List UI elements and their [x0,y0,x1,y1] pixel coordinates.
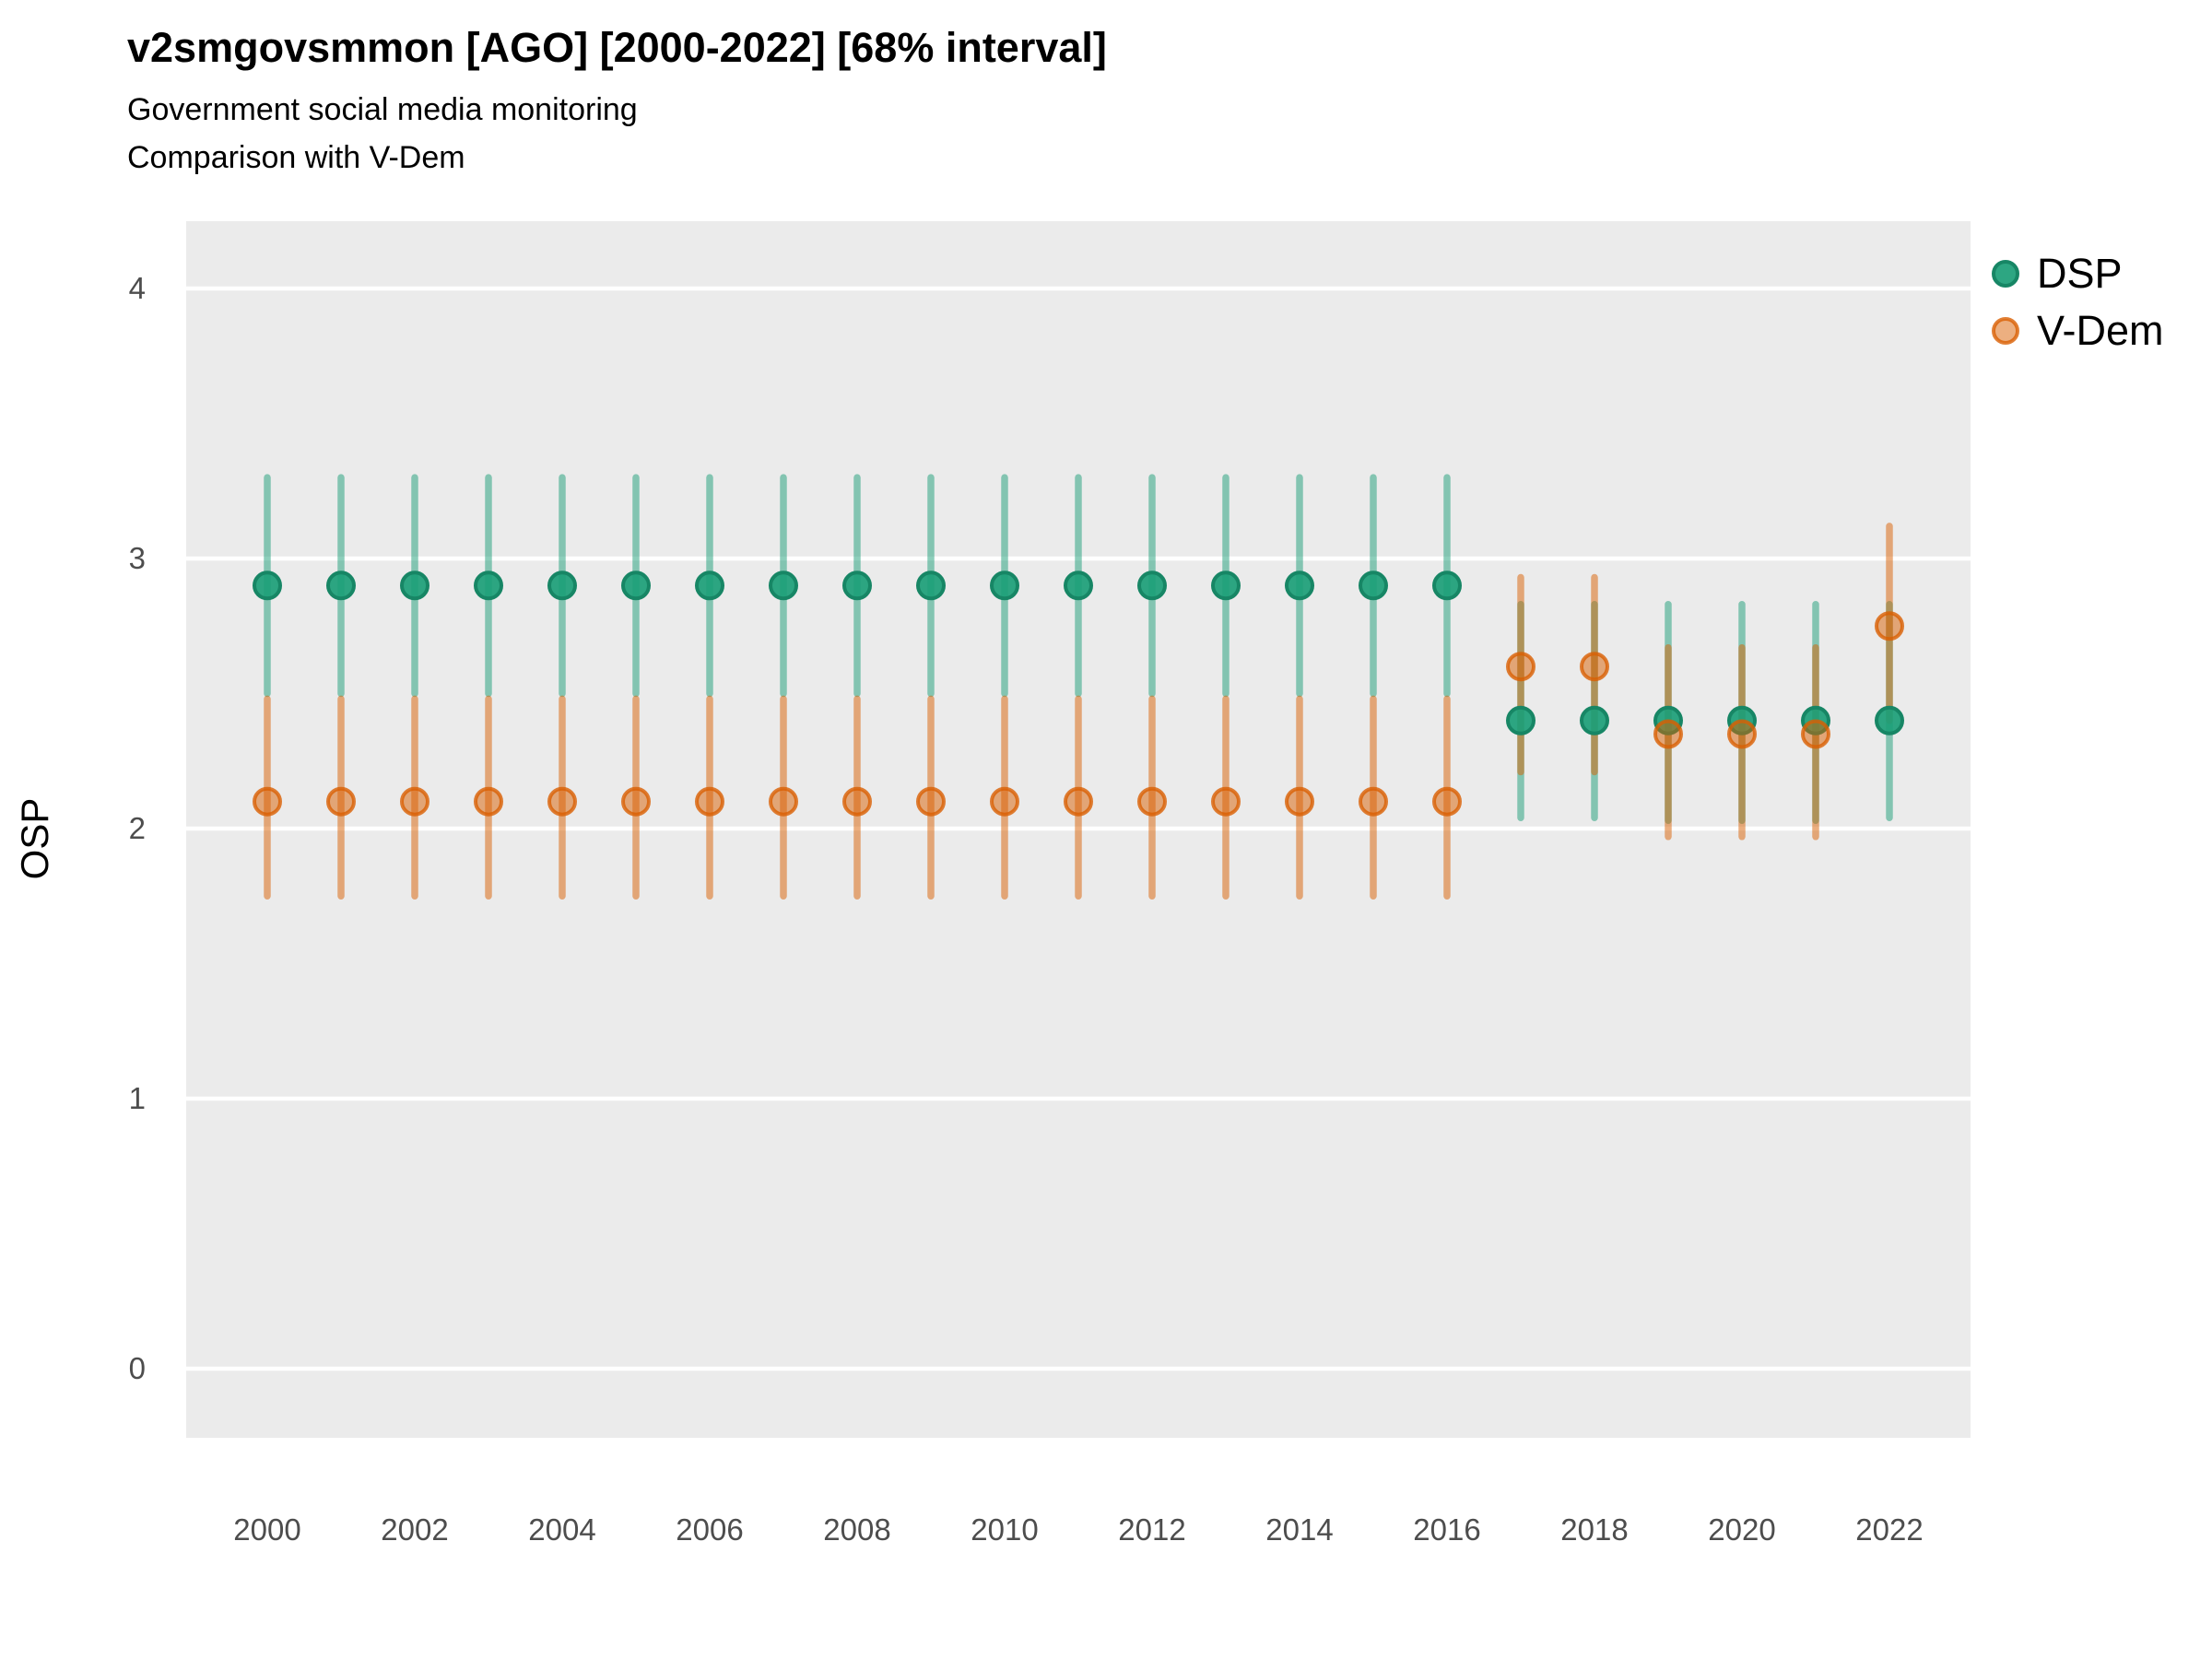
vdem-point-2003 [474,786,503,817]
vdem-point-2005 [621,786,651,817]
chart-subtitle-line2: Comparison with V-Dem [127,140,465,175]
vdem-point-2008 [842,786,872,817]
legend-entry-v-dem: V-Dem [1987,302,2164,359]
vdem-point-2015 [1359,786,1388,817]
vdem-point-2011 [1064,786,1093,817]
vdem-point-2002 [400,786,429,817]
vdem-point-2019 [1653,719,1683,749]
vdem-point-2020 [1727,719,1757,749]
legend-label-dsp: DSP [2037,250,2123,297]
dsp-point-2001 [326,571,356,601]
dsp-point-2014 [1285,571,1314,601]
dsp-point-2011 [1064,571,1093,601]
dsp-point-2022 [1875,705,1904,735]
legend-entry-dsp: DSP [1987,245,2164,302]
dsp-point-2000 [253,571,282,601]
y-tick-label-3: 3 [128,541,146,575]
vdem-point-2014 [1285,786,1314,817]
plot-panel [186,221,1971,1438]
vdem-point-2013 [1211,786,1241,817]
x-tick-label-2016: 2016 [1413,1512,1481,1547]
vdem-point-2012 [1137,786,1167,817]
vdem-point-2016 [1432,786,1462,817]
dsp-point-2004 [547,571,577,601]
x-tick-label-2004: 2004 [528,1512,596,1547]
x-tick-label-2022: 2022 [1855,1512,1924,1547]
plot-canvas [186,286,1971,1371]
x-tick-label-2018: 2018 [1560,1512,1629,1547]
x-tick-label-2002: 2002 [381,1512,449,1547]
y-tick-label-1: 1 [128,1081,146,1115]
legend-dot-dsp [1992,260,2019,288]
chart-subtitle-line1: Government social media monitoring [127,92,638,127]
x-tick-label-2014: 2014 [1265,1512,1334,1547]
legend-dot-v-dem [1992,317,2019,345]
dsp-point-2008 [842,571,872,601]
x-tick-label-2012: 2012 [1118,1512,1186,1547]
dsp-point-2003 [474,571,503,601]
vdem-point-2006 [695,786,724,817]
x-tick-label-2020: 2020 [1708,1512,1776,1547]
x-tick-label-2006: 2006 [676,1512,744,1547]
legend: DSP V-Dem [1987,245,2164,359]
x-tick-label-2000: 2000 [233,1512,301,1547]
legend-key-v-dem-icon [1992,317,2019,345]
vdem-point-2001 [326,786,356,817]
dsp-point-2015 [1359,571,1388,601]
dsp-point-2009 [916,571,946,601]
vdem-point-2017 [1506,652,1535,682]
vdem-point-2018 [1580,652,1609,682]
dsp-point-2002 [400,571,429,601]
vdem-point-2009 [916,786,946,817]
vdem-point-2007 [769,786,798,817]
vdem-point-2022 [1875,611,1904,641]
dsp-point-2006 [695,571,724,601]
legend-key-dsp-icon [1992,260,2019,288]
vdem-point-2010 [990,786,1019,817]
vdem-point-2000 [253,786,282,817]
x-tick-label-2008: 2008 [823,1512,891,1547]
dsp-point-2018 [1580,705,1609,735]
dsp-point-2010 [990,571,1019,601]
y-tick-label-0: 0 [128,1351,146,1385]
y-tick-label-4: 4 [128,271,146,305]
dsp-point-2005 [621,571,651,601]
y-tick-label-2: 2 [128,811,146,845]
vdem-point-2004 [547,786,577,817]
dsp-point-2017 [1506,705,1535,735]
dsp-point-2007 [769,571,798,601]
dsp-point-2016 [1432,571,1462,601]
dsp-point-2012 [1137,571,1167,601]
vdem-point-2021 [1801,719,1830,749]
legend-label-v-dem: V-Dem [2037,307,2164,354]
x-tick-label-2010: 2010 [971,1512,1039,1547]
chart-title: v2smgovsmmon [AGO] [2000-2022] [68% inte… [127,24,1107,71]
dsp-point-2013 [1211,571,1241,601]
